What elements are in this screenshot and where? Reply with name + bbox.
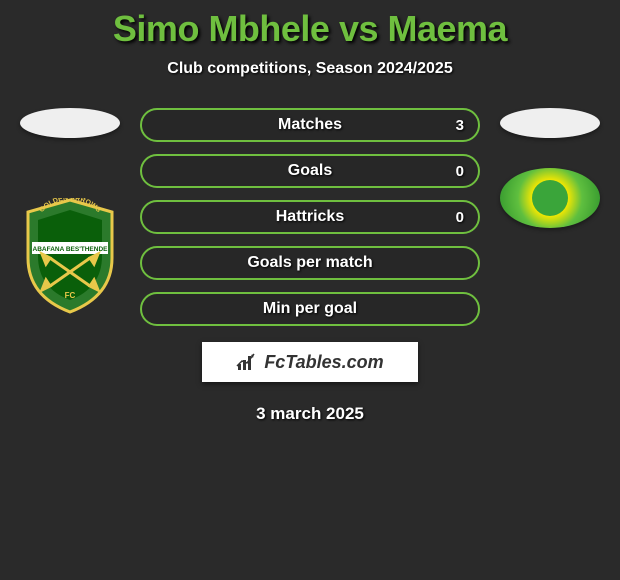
page-title: Simo Mbhele vs Maema [0, 0, 620, 50]
stat-label: Min per goal [263, 300, 357, 318]
stat-label: Matches [278, 116, 342, 134]
stat-row-hattricks: Hattricks 0 [140, 200, 480, 234]
left-club-badge: LAMONTVILLE GOLDEN ARROWS ABAFANA BES'TH… [20, 198, 120, 314]
stat-row-goals: Goals 0 [140, 154, 480, 188]
stat-label: Goals per match [247, 254, 372, 272]
stat-right-value: 0 [456, 209, 464, 226]
left-flag-icon [20, 108, 120, 138]
badge-text-bottom: FC [65, 291, 76, 300]
chart-icon [236, 352, 258, 372]
page-subtitle: Club competitions, Season 2024/2025 [0, 60, 620, 78]
right-player-column [490, 108, 610, 228]
stat-label: Hattricks [276, 208, 344, 226]
badge-banner-text: ABAFANA BES'THENDE [33, 246, 109, 253]
right-flag-icon [500, 108, 600, 138]
stat-row-goals-per-match: Goals per match [140, 246, 480, 280]
stat-label: Goals [288, 162, 332, 180]
stat-right-value: 0 [456, 163, 464, 180]
stat-row-matches: Matches 3 [140, 108, 480, 142]
brand-logo[interactable]: FcTables.com [202, 342, 418, 382]
comparison-container: LAMONTVILLE GOLDEN ARROWS ABAFANA BES'TH… [0, 108, 620, 326]
stat-row-min-per-goal: Min per goal [140, 292, 480, 326]
right-club-badge [500, 168, 600, 228]
left-player-column: LAMONTVILLE GOLDEN ARROWS ABAFANA BES'TH… [10, 108, 130, 314]
stat-right-value: 3 [456, 117, 464, 134]
stats-list: Matches 3 Goals 0 Hattricks 0 Goals per … [140, 108, 480, 326]
brand-text: FcTables.com [264, 352, 383, 373]
footer-date: 3 march 2025 [0, 404, 620, 424]
